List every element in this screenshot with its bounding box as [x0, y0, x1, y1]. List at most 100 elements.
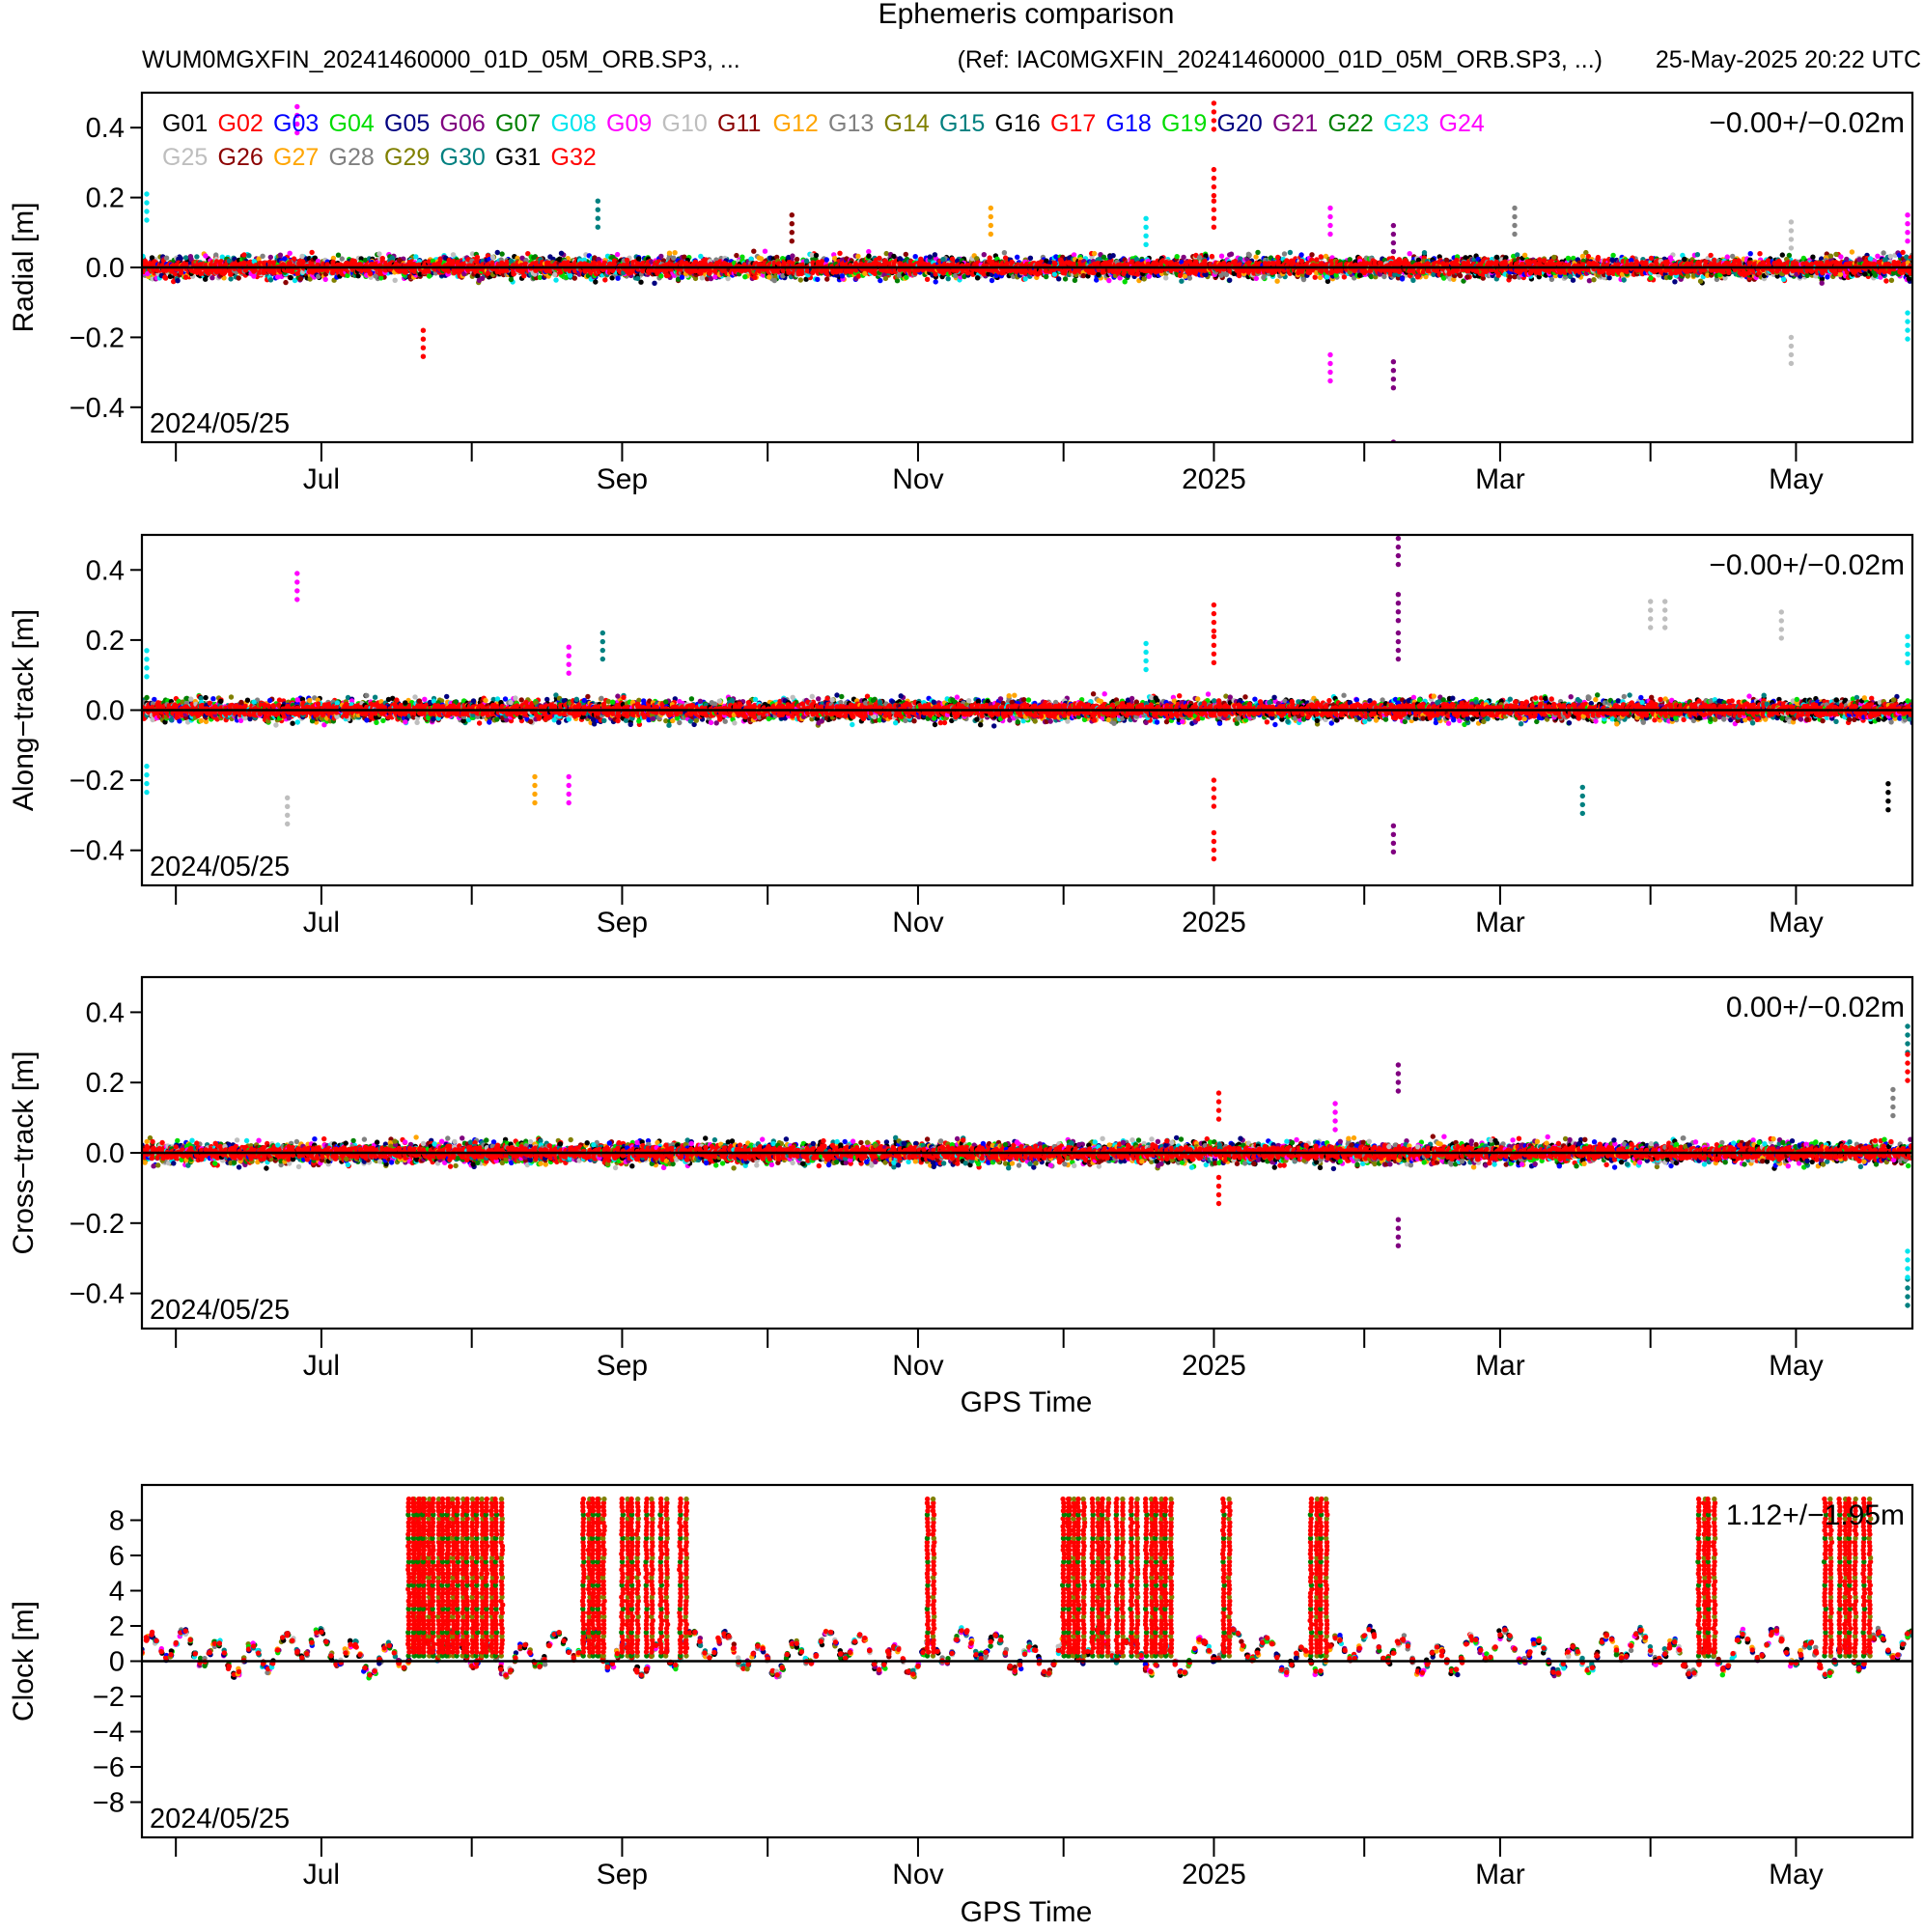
data-point — [270, 260, 276, 266]
data-point — [426, 259, 432, 265]
data-point — [1027, 255, 1034, 261]
data-point — [924, 276, 931, 282]
data-point — [267, 254, 273, 261]
data-point — [213, 252, 219, 258]
timestamp-label: 25-May-2025 20:22 UTC — [1656, 46, 1921, 73]
data-point — [858, 261, 864, 267]
data-point — [163, 267, 169, 273]
data-point — [897, 256, 903, 262]
data-point — [614, 251, 621, 258]
data-point — [489, 254, 496, 261]
data-point — [770, 268, 776, 274]
data-point — [357, 262, 363, 267]
data-point — [508, 276, 515, 283]
data-point — [426, 273, 432, 279]
data-point — [940, 270, 946, 276]
data-point — [162, 274, 168, 280]
data-point — [823, 257, 829, 263]
data-point — [416, 262, 422, 267]
data-point — [891, 253, 897, 260]
data-point — [182, 274, 189, 280]
data-point — [149, 255, 155, 261]
data-point — [178, 255, 183, 262]
data-point — [297, 276, 304, 282]
data-point — [494, 249, 500, 256]
data-point — [198, 270, 204, 276]
data-point — [499, 251, 505, 257]
data-point — [203, 262, 209, 268]
data-point — [450, 252, 457, 258]
data-point — [625, 262, 630, 267]
data-point — [794, 256, 800, 263]
data-point — [1044, 273, 1049, 280]
data-point — [593, 279, 599, 285]
data-point — [824, 276, 830, 282]
data-point — [933, 279, 938, 285]
data-point — [307, 276, 313, 282]
data-point — [367, 270, 374, 277]
data-point — [882, 258, 888, 265]
data-point — [839, 273, 846, 279]
data-point — [927, 254, 933, 260]
data-point — [228, 276, 234, 282]
data-point — [1009, 259, 1015, 266]
data-point — [533, 260, 539, 266]
data-point — [504, 262, 511, 267]
data-point — [339, 256, 345, 262]
data-point — [445, 268, 452, 274]
data-point — [226, 258, 233, 264]
data-point — [877, 255, 882, 262]
data-point — [707, 270, 712, 276]
data-point — [474, 254, 481, 261]
data-point — [499, 267, 505, 273]
data-point — [241, 252, 247, 258]
data-point — [149, 261, 154, 267]
data-point — [903, 251, 908, 258]
data-point — [572, 275, 577, 281]
data-point — [635, 256, 642, 262]
data-point — [288, 274, 293, 281]
data-point — [355, 273, 361, 279]
data-point — [315, 258, 321, 265]
data-point — [392, 277, 398, 283]
data-point — [246, 253, 252, 259]
data-point — [756, 255, 763, 261]
data-point — [762, 248, 768, 254]
data-point — [236, 275, 241, 281]
data-point — [1022, 276, 1028, 282]
data-point — [232, 261, 237, 266]
data-point — [251, 273, 257, 279]
data-point — [556, 256, 562, 263]
data-point — [671, 255, 677, 261]
data-point — [175, 278, 181, 284]
data-point — [666, 250, 673, 256]
data-point — [1056, 276, 1062, 282]
data-point — [403, 269, 408, 275]
data-point — [945, 276, 951, 282]
data-point — [322, 276, 328, 283]
data-point — [602, 277, 608, 283]
data-point — [978, 269, 985, 275]
data-point — [280, 262, 286, 267]
data-point — [145, 270, 151, 277]
data-point — [474, 259, 480, 265]
data-point — [508, 258, 515, 264]
data-point — [698, 253, 704, 260]
data-point — [553, 277, 559, 283]
data-point — [413, 254, 419, 260]
data-point — [275, 274, 281, 280]
data-point — [287, 250, 293, 256]
data-point — [1001, 250, 1008, 256]
data-point — [790, 253, 795, 259]
data-point — [309, 261, 315, 267]
data-point — [1051, 271, 1058, 277]
data-point — [373, 273, 378, 279]
data-point — [291, 256, 297, 262]
data-point — [406, 259, 412, 266]
data-point — [672, 250, 678, 256]
data-point — [171, 278, 177, 285]
data-point — [734, 252, 739, 259]
data-point — [1015, 254, 1020, 260]
data-point — [251, 259, 257, 265]
